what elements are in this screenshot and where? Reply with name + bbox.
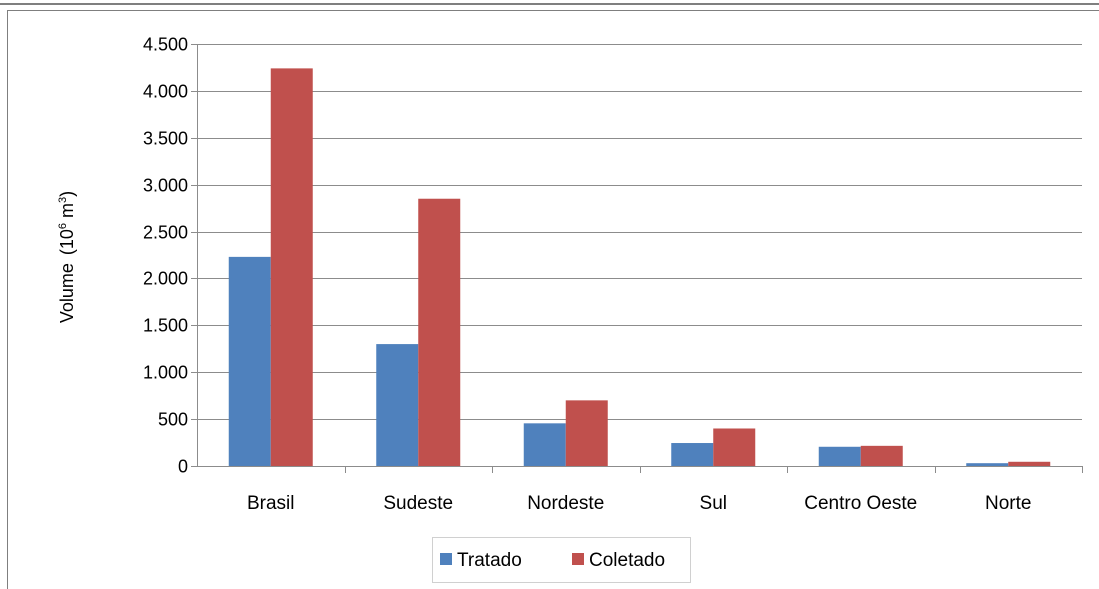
bar-tratado-sul bbox=[671, 443, 714, 466]
x-tick-label: Nordeste bbox=[527, 493, 604, 514]
gridlines bbox=[191, 44, 1082, 467]
bar-coletado-sudeste bbox=[418, 198, 461, 466]
chart-border bbox=[7, 10, 1099, 589]
x-tick-label: Brasil bbox=[247, 493, 295, 514]
bar-tratado-sudeste bbox=[376, 344, 419, 466]
y-tick-label: 500 bbox=[158, 410, 188, 430]
y-axis-unit-exp2: 3 bbox=[57, 197, 69, 203]
y-tick-label: 1.000 bbox=[143, 363, 188, 383]
x-tick-label: Sul bbox=[700, 493, 727, 514]
bar-coletado-nordeste bbox=[565, 400, 608, 466]
x-tick-label: Norte bbox=[985, 493, 1031, 514]
legend-label-coletado: Coletado bbox=[589, 550, 665, 571]
y-tick-label: 3.000 bbox=[143, 176, 188, 196]
y-axis-unit-exp1: 6 bbox=[57, 223, 69, 229]
y-tick-label: 3.500 bbox=[143, 129, 188, 149]
y-tick-labels: 0 500 1.000 1.500 2.000 2.500 3.000 3.500 4.000 4… bbox=[143, 35, 188, 477]
y-axis-unit-suffix: ) bbox=[57, 191, 77, 197]
legend-swatch-tratado bbox=[440, 553, 452, 565]
y-axis-label: Volume (106 m3) bbox=[57, 191, 77, 323]
legend-label-tratado: Tratado bbox=[457, 550, 522, 571]
axes bbox=[197, 44, 1083, 473]
bar-coletado-centro-oeste bbox=[860, 445, 903, 466]
legend-box bbox=[432, 537, 691, 583]
bars bbox=[228, 68, 1051, 466]
y-tick-label: 2.500 bbox=[143, 223, 188, 243]
y-tick-label: 4.000 bbox=[143, 82, 188, 102]
x-tick-labels: Brasil Sudeste Nordeste Sul Centro Oeste Nort… bbox=[247, 493, 1031, 514]
bar-tratado-nordeste bbox=[523, 423, 566, 466]
y-tick-label: 1.500 bbox=[143, 316, 188, 336]
bar-tratado-centro-oeste bbox=[818, 446, 861, 466]
y-axis-unit-mid: m bbox=[57, 203, 77, 223]
y-axis-unit-prefix: (10 bbox=[57, 229, 77, 255]
y-axis-label-text: Volume bbox=[57, 263, 77, 323]
bar-coletado-sul bbox=[713, 428, 756, 466]
legend: Tratado Coletado bbox=[432, 537, 691, 583]
y-tick-label: 2.000 bbox=[143, 269, 188, 289]
legend-swatch-coletado bbox=[572, 553, 584, 565]
y-tick-label: 0 bbox=[178, 457, 188, 477]
y-tick-label: 4.500 bbox=[143, 35, 188, 55]
bar-tratado-norte bbox=[966, 463, 1009, 466]
x-tick-label: Sudeste bbox=[383, 493, 453, 514]
bar-coletado-brasil bbox=[270, 68, 313, 466]
x-tick-label: Centro Oeste bbox=[804, 493, 917, 514]
bar-tratado-brasil bbox=[228, 256, 271, 466]
bar-coletado-norte bbox=[1008, 461, 1051, 466]
